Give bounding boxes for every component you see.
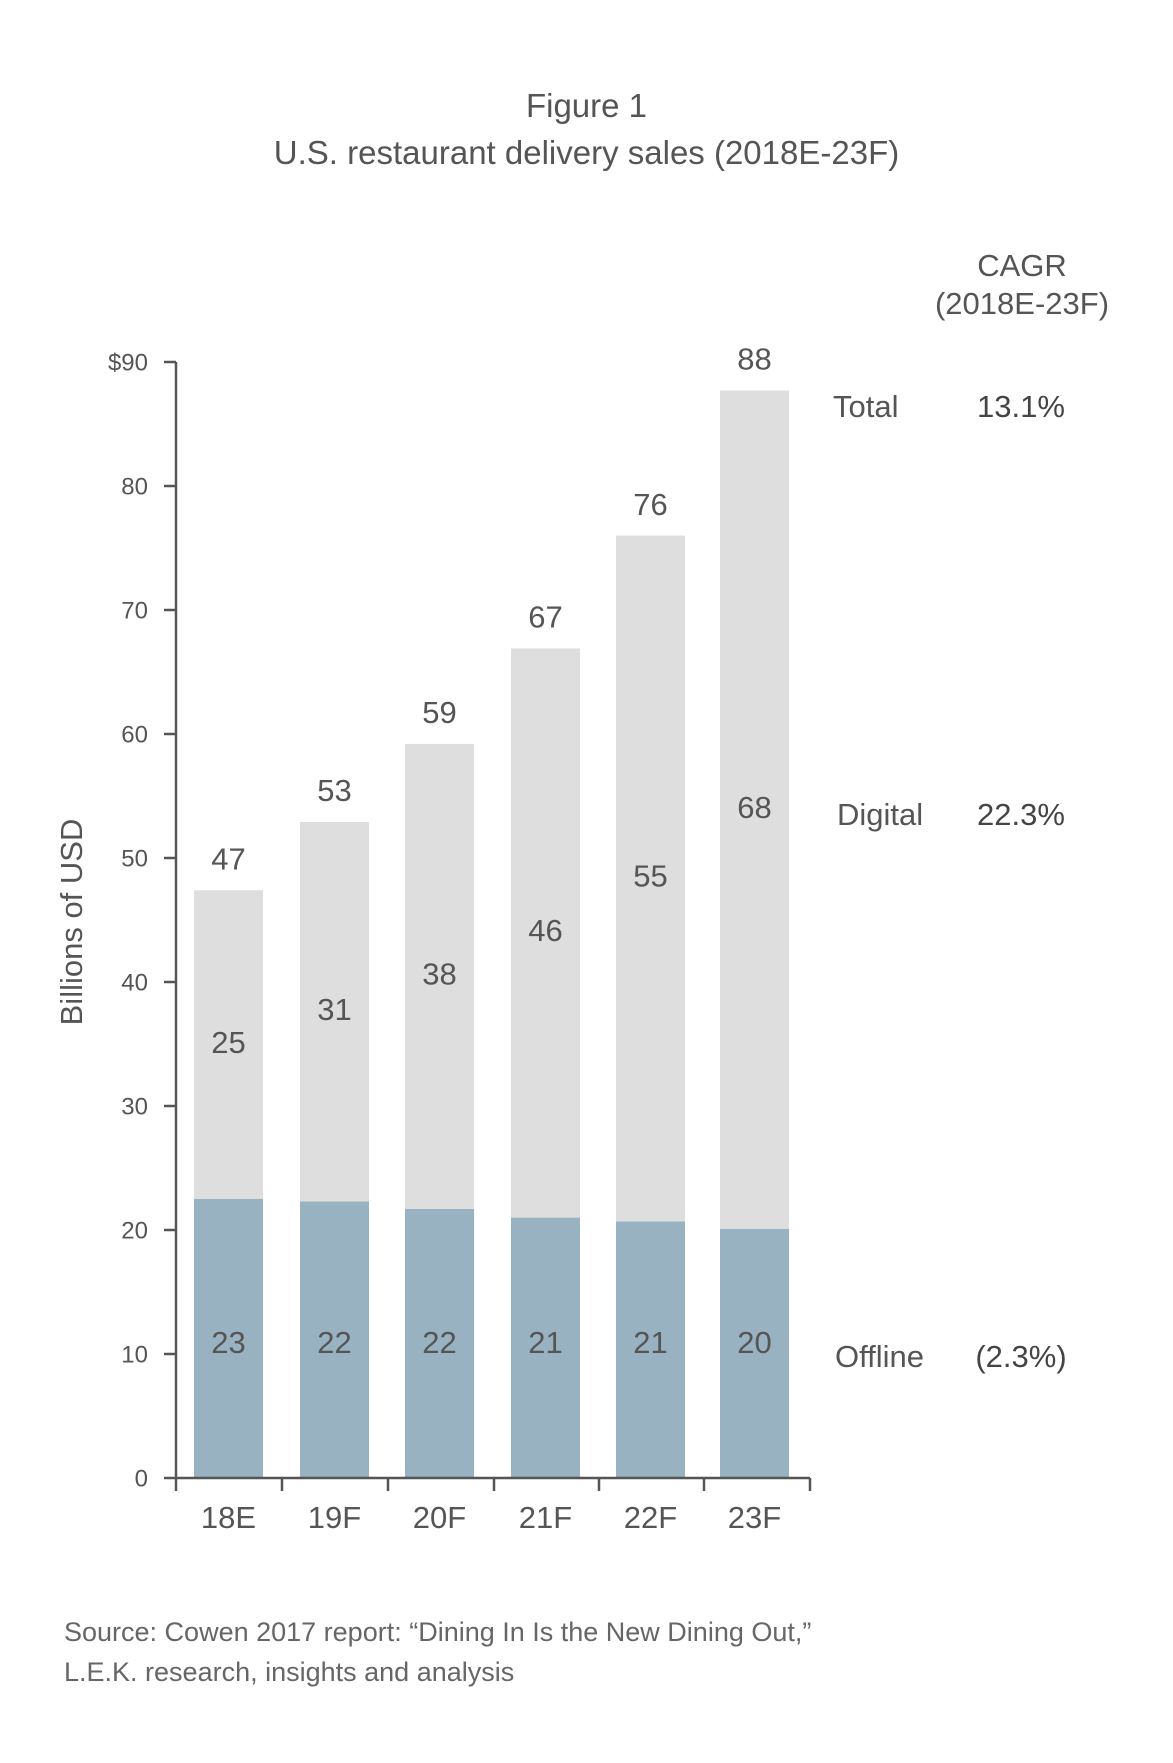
bar-offline-21f (511, 1217, 580, 1478)
cagr-series-label-offline: Offline (835, 1339, 924, 1374)
x-tick-label-18e: 18E (201, 1500, 256, 1535)
bar-digital-18e (194, 890, 263, 1199)
x-tick-label-23f: 23F (728, 1500, 781, 1535)
y-tick-label-50: 50 (121, 845, 148, 872)
y-tick-label-30: 30 (121, 1093, 148, 1120)
y-tick-label-80: 80 (121, 473, 148, 500)
data-label-offline-20f: 22 (422, 1325, 456, 1360)
source-note: Source: Cowen 2017 report: “Dining In Is… (64, 1612, 811, 1692)
figure-label: Figure 1 (525, 87, 648, 124)
y-tick-label-60: 60 (121, 721, 148, 748)
data-label-offline-19f: 22 (317, 1325, 351, 1360)
bar-digital-20f (405, 743, 474, 1209)
x-tick-label-21f: 21F (519, 1500, 572, 1535)
y-axis-title: Billions of USD (54, 819, 89, 1026)
data-label-offline-21f: 21 (528, 1325, 562, 1360)
data-label-digital-21f: 46 (528, 913, 562, 948)
data-label-digital-19f: 31 (317, 992, 351, 1027)
data-label-digital-22f: 55 (633, 859, 667, 894)
total-label-19f: 53 (317, 773, 351, 808)
bar-digital-19f (300, 822, 369, 1202)
bar-digital-22f (616, 535, 685, 1222)
data-label-digital-23f: 68 (737, 790, 771, 825)
chart-title-block: Figure 1 U.S. restaurant delivery sales … (0, 84, 1173, 175)
bar-offline-23f (720, 1228, 789, 1478)
total-label-20f: 59 (422, 695, 456, 730)
x-tick-label-19f: 19F (308, 1500, 361, 1535)
x-tick-label-20f: 20F (413, 1500, 466, 1535)
cagr-value-total: 13.1% (977, 389, 1065, 424)
total-label-23f: 88 (737, 342, 771, 377)
y-tick-label-70: 70 (121, 597, 148, 624)
cagr-header: CAGR (977, 248, 1067, 283)
y-tick-label-0: 0 (135, 1465, 148, 1492)
cagr-series-label-digital: Digital (837, 797, 923, 832)
bar-digital-23f (720, 390, 789, 1229)
total-label-18e: 47 (211, 841, 245, 876)
data-label-offline-22f: 21 (633, 1325, 667, 1360)
bar-offline-20f (405, 1208, 474, 1478)
data-label-digital-18e: 25 (211, 1025, 245, 1060)
source-line-1: Source: Cowen 2017 report: “Dining In Is… (64, 1617, 812, 1647)
data-label-offline-18e: 23 (211, 1325, 245, 1360)
data-label-offline-23f: 20 (737, 1325, 771, 1360)
y-tick-label-40: 40 (121, 969, 148, 996)
total-label-21f: 67 (528, 600, 562, 635)
total-label-22f: 76 (633, 487, 667, 522)
cagr-series-label-total: Total (833, 389, 898, 424)
cagr-header-period: (2018E-23F) (935, 286, 1109, 321)
chart-title: U.S. restaurant delivery sales (2018E-23… (273, 134, 900, 171)
bar-offline-22f (616, 1221, 685, 1478)
bar-digital-21f (511, 648, 580, 1218)
bar-offline-18e (194, 1199, 263, 1478)
x-tick-label-22f: 22F (624, 1500, 677, 1535)
y-tick-label-90: $90 (108, 349, 148, 376)
y-tick-label-10: 10 (121, 1341, 148, 1368)
source-line-2: L.E.K. research, insights and analysis (64, 1657, 515, 1687)
cagr-value-digital: 22.3% (977, 797, 1065, 832)
bar-offline-19f (300, 1201, 369, 1478)
cagr-value-offline: (2.3%) (975, 1339, 1066, 1374)
data-label-digital-20f: 38 (422, 957, 456, 992)
y-tick-label-20: 20 (121, 1217, 148, 1244)
